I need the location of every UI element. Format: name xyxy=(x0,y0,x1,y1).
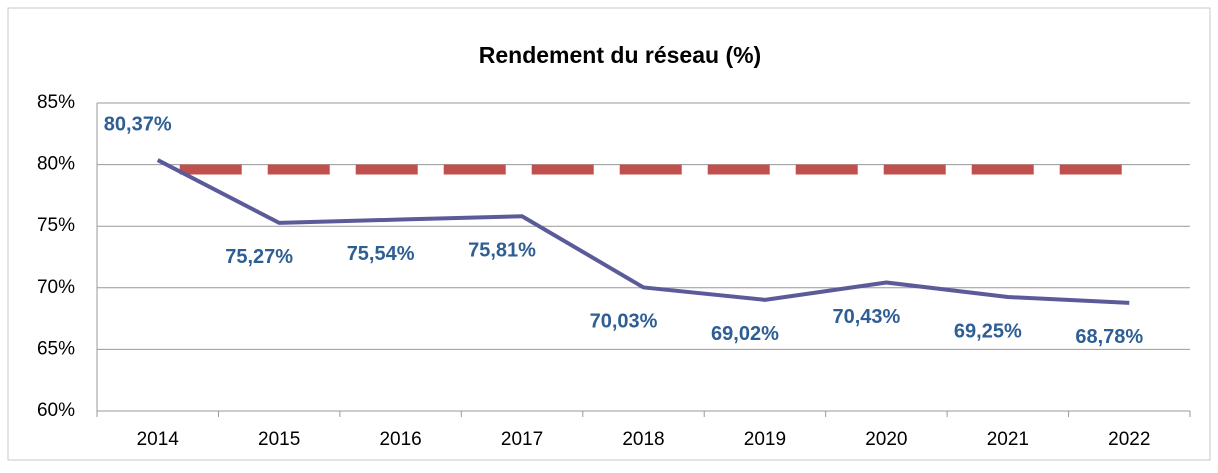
data-label: 70,43% xyxy=(832,306,900,328)
x-tick-label: 2017 xyxy=(501,429,543,450)
y-tick-label: 75% xyxy=(37,215,75,236)
data-label: 69,25% xyxy=(954,320,1022,342)
x-tick-label: 2018 xyxy=(622,429,664,450)
data-line xyxy=(156,158,1130,305)
x-tick-label: 2021 xyxy=(987,429,1029,450)
x-tick-label: 2019 xyxy=(744,429,786,450)
y-tick-label: 70% xyxy=(37,277,75,298)
data-label: 69,02% xyxy=(711,323,779,345)
x-tick-label: 2016 xyxy=(379,429,421,450)
x-tick-label: 2020 xyxy=(865,429,907,450)
data-label: 75,81% xyxy=(468,240,536,262)
y-tick-label: 80% xyxy=(37,154,75,175)
chart-title: Rendement du réseau (%) xyxy=(479,42,761,68)
data-label: 80,37% xyxy=(104,113,172,135)
data-label: 70,03% xyxy=(590,311,658,333)
x-tick-label: 2014 xyxy=(137,429,180,450)
data-label: 75,27% xyxy=(225,246,293,268)
x-tick-label: 2022 xyxy=(1108,429,1150,450)
data-label: 68,78% xyxy=(1075,326,1143,348)
y-tick-label: 85% xyxy=(37,92,75,113)
y-tick-label: 60% xyxy=(37,400,75,421)
x-tick-label: 2015 xyxy=(258,429,300,450)
chart-border xyxy=(7,7,1211,461)
y-tick-label: 65% xyxy=(37,338,75,359)
data-label: 75,54% xyxy=(347,243,415,265)
